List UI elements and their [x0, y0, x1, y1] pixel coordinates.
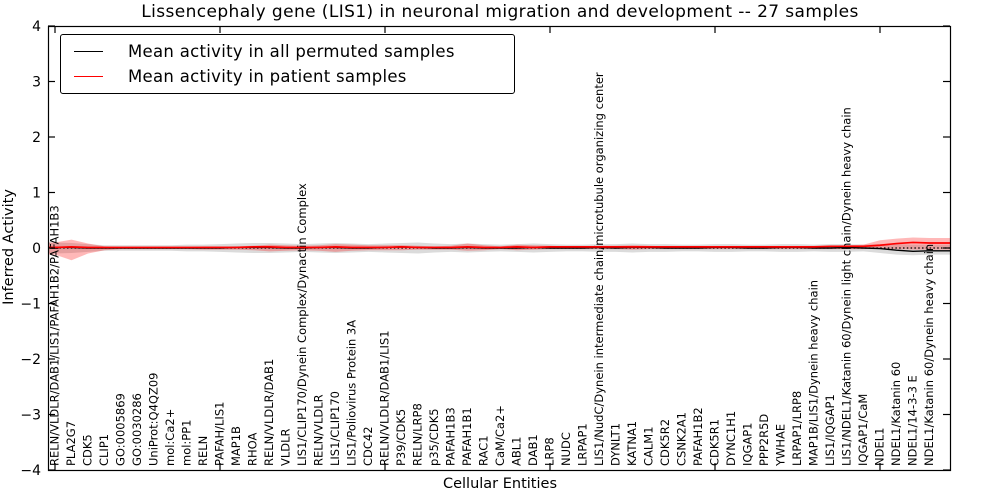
axis-ticks: [48, 25, 950, 471]
x-category-label: DYNLT1: [609, 423, 623, 466]
x-category-label: MAP1B: [229, 426, 243, 466]
x-category-label: YWHAE: [774, 424, 788, 467]
y-tick-label: −1: [20, 297, 41, 313]
x-category-label: LRPAP1: [576, 423, 590, 466]
legend-entry-patient: Mean activity in patient samples: [61, 67, 514, 86]
x-category-label: LIS1/IQGAP1: [823, 394, 837, 466]
x-category-label: LIS1/NudC/Dynein intermediate chain/micr…: [592, 72, 606, 466]
x-category-label: RELN/VLDLR/DAB1/LIS1: [378, 330, 392, 466]
legend-entry-permuted: Mean activity in all permuted samples: [61, 42, 514, 61]
y-tick-label: 4: [32, 19, 41, 35]
y-tick-label: 0: [32, 241, 41, 257]
x-category-label: VLDLR: [279, 428, 293, 466]
x-category-label: RELN/VLDLR/DAB1/LIS1/PAFAH1B2/PAFAH1B3: [48, 205, 62, 466]
legend: Mean activity in all permuted samples Me…: [60, 34, 515, 94]
x-category-label: NUDC: [559, 432, 573, 466]
x-category-label: LRPAP1/LRP8: [790, 391, 804, 466]
permuted-line-swatch: [74, 50, 103, 52]
confidence-bands: [48, 237, 950, 261]
x-category-label: LIS1/NDEL1/Katanin 60/Dynein light chain…: [840, 107, 854, 466]
x-category-label: IQGAP1/CaM: [856, 394, 870, 466]
x-category-label: CDC42: [361, 426, 375, 466]
series-lines: [48, 241, 950, 253]
x-category-label: ABL1: [510, 437, 524, 466]
x-category-label: RHOA: [246, 433, 260, 466]
patient-band: [48, 237, 950, 261]
y-tick-label: −2: [20, 352, 41, 368]
x-category-label: mol:Ca2+: [163, 409, 177, 466]
y-axis-title: Inferred Activity: [1, 189, 17, 305]
y-tick-label: 3: [32, 75, 41, 91]
legend-label-patient: Mean activity in patient samples: [128, 67, 407, 87]
x-category-labels: RELN/VLDLR/DAB1/LIS1/PAFAH1B2/PAFAH1B3 PL…: [48, 72, 937, 467]
x-category-label: NDEL1/Katanin 60: [889, 362, 903, 466]
x-category-label: PAFAH/LIS1: [213, 402, 227, 466]
x-category-label: PAFAH1B1: [460, 407, 474, 466]
x-category-label: PLA2G7: [64, 421, 78, 466]
x-category-label: CALM1: [642, 426, 656, 466]
y-tick-labels: 4 3 2 1 0 −1 −2 −3 −4: [20, 19, 41, 479]
x-axis-title: Cellular Entities: [442, 476, 558, 492]
x-category-label: NDEL1: [873, 428, 887, 466]
x-category-label: LIS1/Poliovirus Protein 3A: [345, 320, 359, 466]
x-category-label: PPP2R5D: [757, 414, 771, 466]
x-category-label: LIS1/CLIP170/Dynein Complex/Dynactin Com…: [295, 183, 309, 466]
x-category-label: NDEL1/Katanin 60/Dynein heavy chain: [922, 244, 936, 466]
y-tick-label: −3: [20, 408, 41, 424]
x-category-label: GO:0005869: [114, 393, 128, 466]
x-category-label: PAFAH1B3: [444, 407, 458, 466]
legend-label-permuted: Mean activity in all permuted samples: [128, 41, 455, 61]
chart-title: Lissencephaly gene (LIS1) in neuronal mi…: [141, 2, 859, 22]
x-category-label: CDK5R2: [658, 419, 672, 466]
x-category-label: RELN/VLDLR/DAB1: [262, 359, 276, 466]
x-category-label: RELN/VLDLR: [312, 394, 326, 466]
x-category-label: p35/CDK5: [427, 408, 441, 466]
x-category-label: CSNK2A1: [675, 412, 689, 466]
x-category-label: UniProt:Q4QZ09: [147, 373, 161, 466]
x-category-label: NDEL1/14-3-3 E: [906, 375, 920, 466]
x-category-label: PAFAH1B2: [691, 407, 705, 466]
x-category-label: RAC1: [477, 435, 491, 466]
x-category-label: CDK5R1: [708, 419, 722, 466]
x-category-label: P39/CDK5: [394, 409, 408, 466]
x-category-label: DAB1: [526, 434, 540, 466]
permuted-band: [48, 242, 950, 256]
x-category-label: CDK5: [81, 434, 95, 466]
x-category-label: LRP8: [543, 437, 557, 466]
x-category-label: IQGAP1: [741, 423, 755, 466]
y-tick-label: −4: [20, 463, 41, 479]
x-category-label: GO:0030286: [130, 393, 144, 466]
patient-line-swatch: [74, 76, 103, 78]
y-tick-label: 1: [32, 186, 41, 202]
x-category-label: DYNC1H1: [724, 411, 738, 466]
x-category-label: CLIP1: [97, 434, 111, 466]
x-category-label: KATNA1: [625, 421, 639, 466]
x-category-label: CaM/Ca2+: [493, 405, 507, 466]
patient-mean-line: [48, 241, 950, 249]
x-category-label: MAP1B/LIS1/Dynein heavy chain: [807, 280, 821, 466]
x-category-label: LIS1/CLIP170: [328, 391, 342, 466]
x-category-label: mol:PP1: [180, 420, 194, 467]
y-tick-label: 2: [32, 130, 41, 146]
x-category-label: RELN: [196, 436, 210, 466]
x-category-label: RELN/LRP8: [411, 403, 425, 466]
